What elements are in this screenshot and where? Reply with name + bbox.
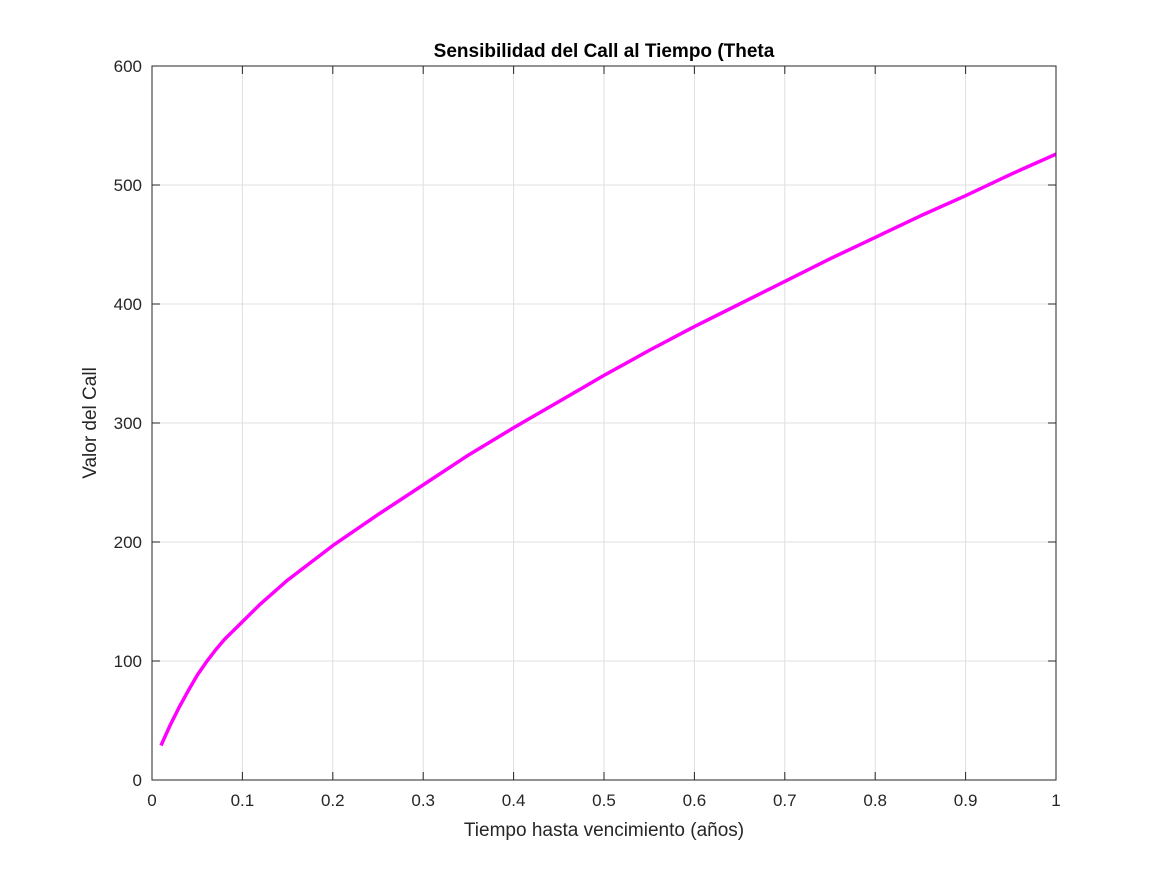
x-tick-label: 0.7 bbox=[773, 791, 797, 810]
y-tick-label: 200 bbox=[114, 533, 142, 552]
x-tick-label: 0.9 bbox=[954, 791, 978, 810]
y-tick-label: 0 bbox=[133, 771, 142, 790]
x-tick-label: 0.4 bbox=[502, 791, 526, 810]
grid bbox=[152, 66, 1056, 780]
ticks bbox=[151, 65, 1057, 781]
x-tick-label: 0.3 bbox=[411, 791, 435, 810]
x-tick-label: 0.2 bbox=[321, 791, 345, 810]
x-tick-label: 0.1 bbox=[231, 791, 255, 810]
x-tick-label: 0.8 bbox=[863, 791, 887, 810]
y-axis-label: Valor del Call bbox=[80, 367, 101, 479]
y-tick-label: 400 bbox=[114, 295, 142, 314]
y-tick-label: 100 bbox=[114, 652, 142, 671]
x-tick-label: 0.6 bbox=[683, 791, 707, 810]
chart-title: Sensibilidad del Call al Tiempo (Theta bbox=[434, 41, 775, 62]
y-tick-label: 300 bbox=[114, 414, 142, 433]
series-line bbox=[159, 152, 1057, 747]
tick-labels: 0 0.1 0.2 0.3 0.4 0.5 0.6 0.7 0.8 0.9 1 0 100 200 300 4… bbox=[114, 57, 1061, 810]
x-tick-label: 0 bbox=[147, 791, 156, 810]
x-axis-label: Tiempo hasta vencimiento (años) bbox=[464, 820, 744, 841]
y-tick-label: 500 bbox=[114, 176, 142, 195]
y-tick-label: 600 bbox=[114, 57, 142, 76]
x-tick-label: 0.5 bbox=[592, 791, 616, 810]
series-layer bbox=[159, 152, 1057, 747]
x-tick-label: 1 bbox=[1051, 791, 1060, 810]
